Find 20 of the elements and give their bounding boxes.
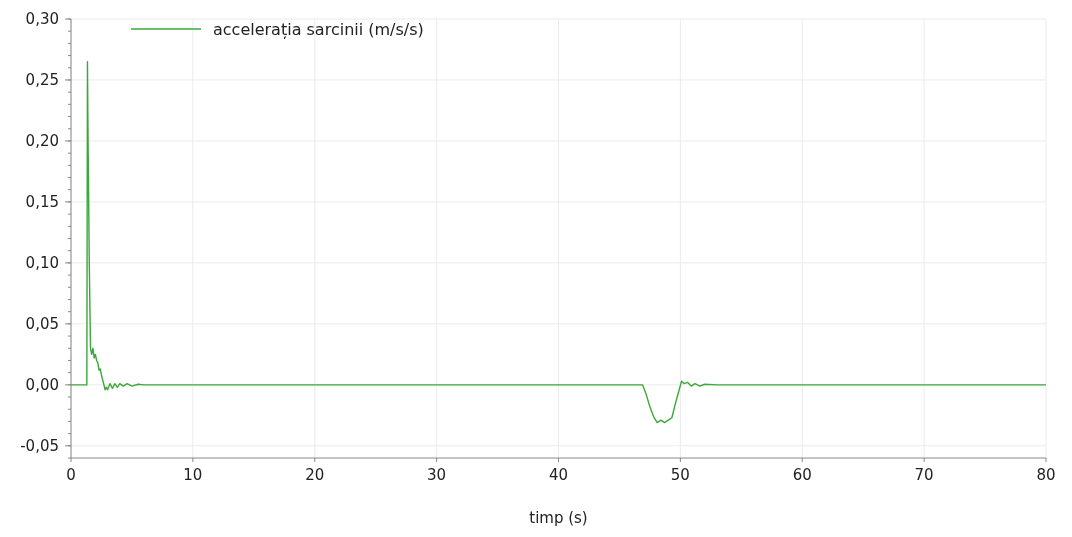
y-tick-label: 0,05 (25, 315, 59, 334)
x-tick-label: 60 (792, 466, 812, 484)
y-tick-label: 0,25 (25, 71, 59, 90)
y-tick-label: -0,05 (20, 437, 59, 456)
x-tick-label: 10 (183, 466, 203, 484)
x-tick-label: 30 (427, 466, 447, 484)
x-tick-label: 20 (305, 466, 325, 484)
x-tick-label: 50 (670, 466, 690, 484)
y-tick-label: 0,15 (25, 193, 59, 212)
y-tick-label: 0,20 (25, 132, 59, 151)
x-tick-label: 40 (548, 466, 569, 484)
y-tick-label: 0,10 (25, 254, 59, 273)
y-tick-label: 0,00 (25, 376, 59, 395)
line-series (70, 60, 1047, 424)
x-tick-label: 70 (914, 466, 934, 484)
x-axis-title: timp (s) (529, 509, 588, 527)
y-tick-label: 0,30 (25, 10, 59, 29)
x-tick-label: 80 (1036, 466, 1056, 484)
x-tick-label: 0 (66, 466, 76, 484)
legend-label: accelerația sarcinii (m/s/s) (213, 19, 424, 39)
